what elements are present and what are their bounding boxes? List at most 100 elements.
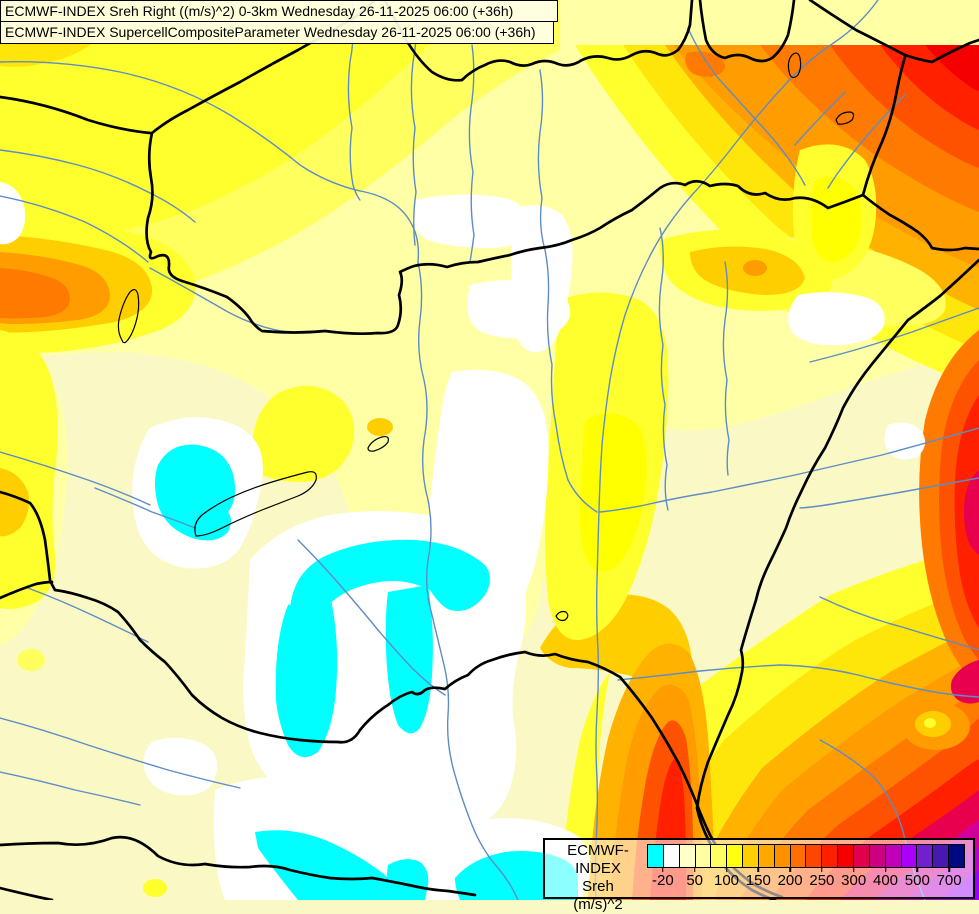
legend-parameter: Sreh <box>582 878 614 895</box>
legend-swatch-10 <box>806 845 823 867</box>
country-border-line <box>0 835 477 897</box>
legend-title: ECMWF-INDEX <box>567 842 629 877</box>
contour-region <box>275 595 338 758</box>
contour-region <box>413 194 529 248</box>
color-scale-legend: ECMWF-INDEX Sreh (m/s)^2 -20 50 100 150 200 2… <box>543 838 975 913</box>
legend-swatch-19 <box>949 845 964 867</box>
river-line <box>537 69 598 513</box>
legend-swatch-15 <box>885 845 902 867</box>
river-line <box>0 149 196 223</box>
legend-tickmark <box>725 868 728 872</box>
river-line <box>410 0 418 246</box>
contour-region <box>155 444 236 541</box>
legend-swatch-14 <box>869 845 886 867</box>
legend-swatch-16 <box>901 845 918 867</box>
river-line <box>0 717 241 789</box>
legend-swatch-4 <box>711 845 728 867</box>
legend-tick-label: 500 <box>904 872 930 889</box>
river-line <box>599 427 979 513</box>
contour-region <box>925 45 979 91</box>
country-border-line <box>808 0 979 64</box>
river-line <box>794 91 846 146</box>
river-line <box>594 0 879 900</box>
contour-region <box>0 268 70 319</box>
legend-swatch-5 <box>727 845 744 867</box>
river-line <box>809 307 979 363</box>
legend-swatch-11 <box>822 845 839 867</box>
lake-neusiedl-outline <box>117 289 140 344</box>
country-border-line <box>0 886 54 900</box>
river-line <box>827 94 906 189</box>
contour-region <box>289 539 490 624</box>
river-line <box>468 44 475 263</box>
legend-colorbar-wrap: -20 50 100 150 200 250 300 400 500 700 <box>647 844 965 894</box>
legend-tickmark <box>662 868 664 872</box>
contour-region <box>924 718 936 728</box>
contour-region <box>467 280 571 339</box>
river-line <box>617 664 979 698</box>
legend-tick-label: 400 <box>872 872 899 889</box>
country-border-line <box>383 0 694 82</box>
legend-tick-label: 150 <box>745 872 771 889</box>
lake-velence-outline <box>367 435 389 452</box>
contour-region <box>255 830 408 900</box>
contour-region <box>17 649 45 671</box>
lake-outline <box>555 610 569 622</box>
map-title-line2: ECMWF-INDEX SupercellCompositeParameter … <box>0 21 554 44</box>
country-border-line <box>861 55 907 197</box>
lake-outline <box>787 52 802 79</box>
legend-tickmark <box>852 868 855 872</box>
country-border-line <box>0 490 784 899</box>
country-border-line <box>0 580 54 600</box>
contour-region <box>685 51 725 77</box>
river-line <box>0 195 149 263</box>
contour-region <box>367 418 393 436</box>
legend-swatch-8 <box>774 845 791 867</box>
legend-tickmark <box>948 868 950 872</box>
river-line <box>297 539 446 696</box>
contour-region <box>0 0 438 243</box>
contour-region <box>743 260 767 276</box>
river-line <box>347 0 361 201</box>
river-line <box>658 227 669 511</box>
contour-region <box>0 330 58 609</box>
legend-tick-labels: -20 50 100 150 200 250 300 400 500 700 <box>647 868 965 892</box>
river-line <box>0 451 151 506</box>
river-line <box>0 61 519 900</box>
legend-tickmark <box>884 868 887 872</box>
country-border-line <box>145 131 184 283</box>
river-line <box>799 477 979 509</box>
legend-swatch-2 <box>679 845 696 867</box>
legend-swatch-17 <box>917 845 934 867</box>
legend-tickmark <box>757 868 760 872</box>
legend-swatch-3 <box>695 845 712 867</box>
river-line <box>0 771 141 806</box>
contour-region <box>252 385 355 482</box>
legend-swatch-1 <box>663 845 680 867</box>
contour-region <box>810 176 862 263</box>
contour-region <box>579 413 647 572</box>
legend-tick-label: -20 <box>652 872 674 889</box>
lake-outline <box>835 111 855 125</box>
legend-tick-label: 100 <box>713 872 740 889</box>
legend-colorbar <box>647 844 965 868</box>
legend-units: (m/s)^2 <box>573 896 623 913</box>
legend-swatch-12 <box>838 845 854 867</box>
country-border-line <box>695 258 979 900</box>
contour-region <box>143 879 167 897</box>
contour-region <box>950 660 979 704</box>
contour-region <box>788 292 885 346</box>
river-line <box>27 587 149 643</box>
contour-region <box>884 422 926 460</box>
lake-balaton-outline <box>194 471 317 537</box>
country-border-line <box>180 179 865 336</box>
river-line <box>94 487 196 529</box>
legend-tick-label: 700 <box>936 872 962 889</box>
map-title-line1: ECMWF-INDEX Sreh Right ((m/s)^2) 0-3km W… <box>0 0 558 22</box>
legend-swatch-13 <box>853 845 870 867</box>
